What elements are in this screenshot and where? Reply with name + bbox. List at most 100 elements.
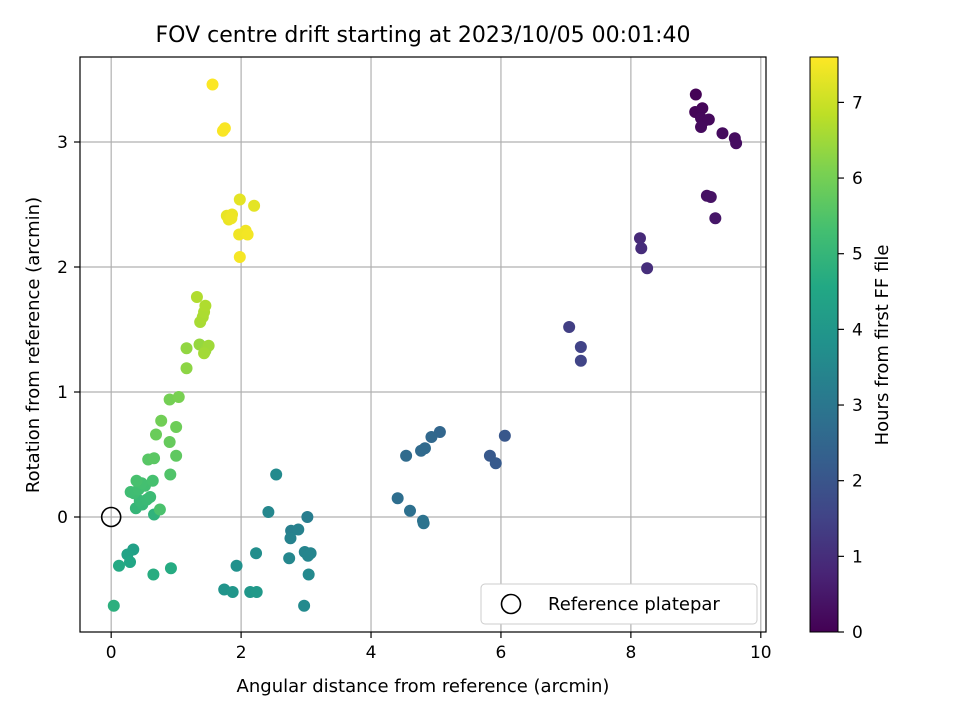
- data-point: [391, 492, 404, 505]
- data-point: [730, 137, 743, 150]
- data-point: [301, 511, 314, 523]
- legend[interactable]: Reference platepar: [480, 583, 758, 625]
- data-point: [250, 547, 263, 560]
- data-point: [689, 88, 702, 101]
- data-point: [574, 354, 587, 367]
- data-point: [180, 362, 193, 375]
- colorbar-tick-label: 7: [852, 93, 863, 113]
- data-point: [415, 444, 428, 457]
- data-point: [695, 121, 708, 133]
- data-point: [400, 449, 413, 462]
- data-point: [489, 457, 502, 470]
- data-points: [107, 78, 743, 612]
- data-point: [250, 586, 263, 598]
- data-point: [233, 251, 246, 263]
- x-tick-label: 2: [236, 643, 247, 663]
- colorbar-tick-label: 3: [852, 396, 863, 416]
- data-point: [709, 212, 722, 225]
- data-point: [230, 559, 243, 572]
- data-point: [404, 504, 417, 517]
- data-point: [226, 586, 239, 598]
- data-point: [302, 568, 315, 581]
- colorbar-gradient: [809, 56, 839, 633]
- data-point: [148, 452, 161, 465]
- data-point: [716, 127, 729, 140]
- y-tick-label: 1: [57, 383, 68, 403]
- y-axis-label: Rotation from reference (arcmin): [23, 197, 44, 493]
- data-point: [702, 113, 715, 126]
- data-point: [241, 228, 254, 241]
- y-tick-label: 2: [57, 258, 68, 278]
- data-point: [163, 393, 176, 406]
- data-point: [172, 391, 185, 403]
- data-point: [190, 291, 203, 303]
- grid: [80, 57, 766, 632]
- data-point: [144, 491, 157, 503]
- data-point: [696, 102, 709, 115]
- data-point: [233, 228, 246, 241]
- colorbar-ticks: 0 1 2 3 4 5 6 7: [838, 93, 863, 643]
- x-tick-label: 6: [496, 643, 507, 663]
- colorbar-tick-label: 6: [852, 169, 863, 189]
- data-point: [164, 468, 177, 481]
- x-axis-label: Angular distance from reference (arcmin): [237, 676, 610, 697]
- x-axis: 0 2 4 6 8 10: [106, 632, 772, 663]
- x-tick-label: 10: [750, 643, 772, 663]
- y-tick-label: 0: [57, 508, 68, 528]
- data-point: [302, 549, 315, 562]
- y-axis: 0 1 2 3: [57, 133, 80, 528]
- data-point: [704, 191, 717, 203]
- data-point: [107, 599, 120, 612]
- data-point: [206, 78, 219, 91]
- data-point: [170, 449, 183, 462]
- data-point: [633, 232, 646, 245]
- chart-title: FOV centre drift starting at 2023/10/05 …: [156, 23, 691, 48]
- data-point: [292, 523, 305, 536]
- colorbar-label: Hours from first FF file: [872, 245, 893, 446]
- data-point: [425, 431, 438, 443]
- data-point: [283, 552, 296, 565]
- colorbar-tick-label: 2: [852, 472, 863, 492]
- data-point: [225, 212, 238, 225]
- data-point: [641, 262, 654, 275]
- data-point: [170, 421, 183, 433]
- data-point: [112, 559, 125, 572]
- colorbar-tick-label: 1: [852, 547, 863, 567]
- data-point: [150, 428, 163, 441]
- y-tick-label: 3: [57, 133, 68, 153]
- data-point: [199, 299, 212, 312]
- data-point: [147, 568, 160, 581]
- plot-area-frame: [79, 56, 767, 633]
- data-point: [284, 532, 297, 545]
- colorbar-tick-label: 4: [852, 320, 863, 340]
- legend-marker: [500, 593, 522, 615]
- data-point: [498, 429, 511, 442]
- data-point: [298, 599, 311, 612]
- data-point: [248, 199, 261, 212]
- data-point: [563, 321, 576, 333]
- x-tick-label: 8: [625, 643, 636, 663]
- data-point: [163, 436, 176, 448]
- data-point: [180, 342, 193, 355]
- reference-marker: [100, 506, 122, 528]
- data-point: [146, 474, 159, 487]
- data-point: [198, 347, 211, 360]
- colorbar: 0 1 2 3 4 5 6 7 Hours from first FF file: [809, 56, 893, 643]
- data-point: [262, 506, 275, 518]
- data-point: [417, 517, 430, 530]
- data-point: [574, 341, 587, 353]
- data-point: [124, 556, 137, 568]
- data-point: [216, 124, 229, 137]
- x-tick-label: 4: [366, 643, 377, 663]
- colorbar-tick-label: 0: [852, 623, 863, 643]
- data-point: [164, 562, 177, 575]
- data-point: [130, 474, 143, 487]
- colorbar-tick-label: 5: [852, 245, 863, 265]
- data-point: [155, 414, 168, 427]
- legend-frame: [480, 583, 758, 625]
- legend-label: Reference platepar: [548, 594, 720, 615]
- x-tick-label: 0: [106, 643, 117, 663]
- data-point: [233, 193, 246, 206]
- data-point: [270, 468, 283, 481]
